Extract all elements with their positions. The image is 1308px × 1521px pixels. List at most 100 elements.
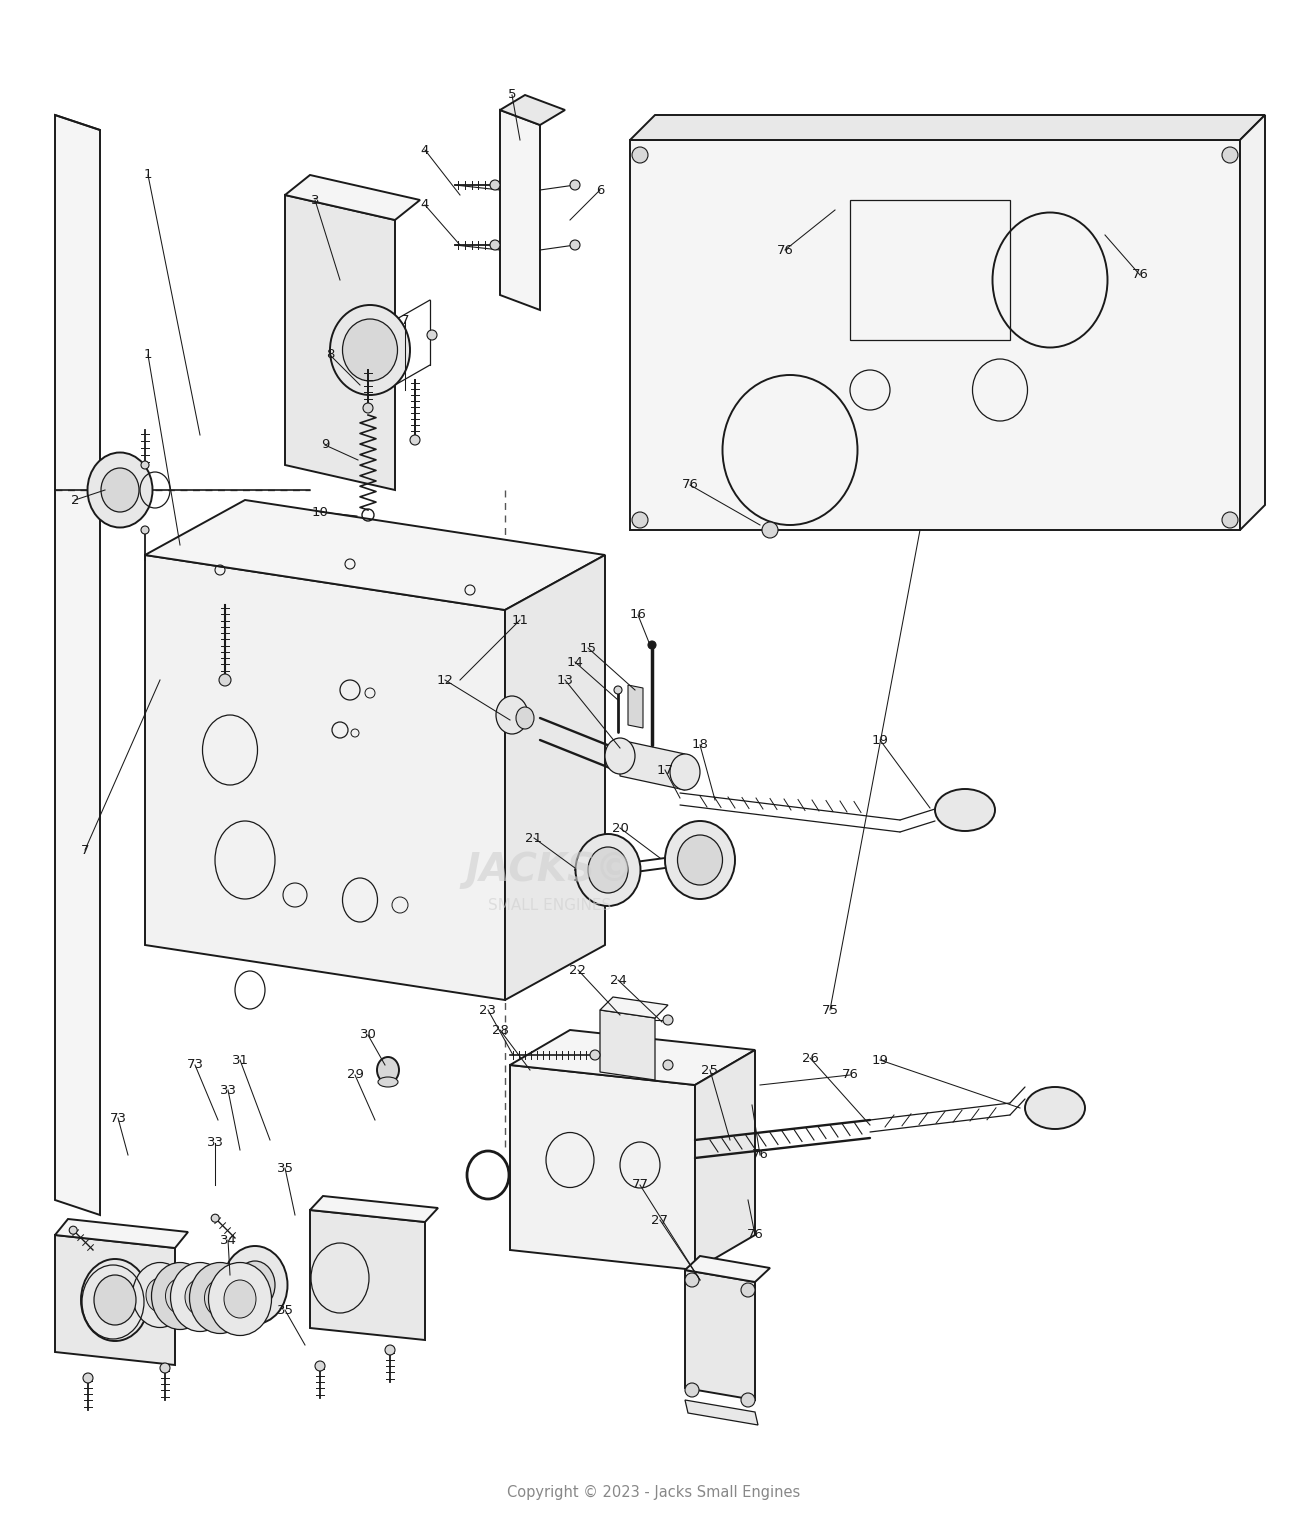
Text: 73: 73 [110,1112,127,1124]
Polygon shape [1240,116,1265,529]
Circle shape [590,1049,600,1060]
Ellipse shape [670,754,700,789]
Circle shape [632,148,647,163]
Ellipse shape [606,738,634,774]
Polygon shape [500,110,540,310]
Polygon shape [500,94,565,125]
Circle shape [685,1273,698,1287]
Text: 21: 21 [526,832,543,844]
Text: 13: 13 [556,674,573,686]
Text: 73: 73 [187,1059,204,1071]
Text: 20: 20 [612,821,628,835]
Text: 26: 26 [802,1051,819,1065]
Circle shape [426,330,437,341]
Circle shape [647,640,657,649]
Ellipse shape [152,1262,208,1329]
Text: 30: 30 [360,1028,377,1042]
Polygon shape [505,555,606,999]
Text: SMALL ENGINES: SMALL ENGINES [488,897,612,913]
Circle shape [82,1373,93,1383]
Text: 5: 5 [508,88,517,102]
Ellipse shape [166,1279,195,1314]
Circle shape [141,526,149,534]
Ellipse shape [222,1246,288,1323]
Polygon shape [145,555,505,999]
Polygon shape [285,195,395,490]
Circle shape [490,240,500,249]
Polygon shape [510,1065,695,1270]
Circle shape [218,674,232,686]
Circle shape [570,179,579,190]
Text: 19: 19 [871,733,888,747]
Text: 4: 4 [421,143,429,157]
Circle shape [1222,513,1237,528]
Ellipse shape [184,1279,215,1316]
Text: 76: 76 [777,243,794,257]
Text: 76: 76 [747,1229,764,1241]
Ellipse shape [1025,1088,1086,1129]
Text: 2: 2 [71,493,80,506]
Polygon shape [285,175,420,221]
Ellipse shape [496,697,528,735]
Polygon shape [620,741,685,789]
Circle shape [613,686,623,694]
Text: 11: 11 [511,613,528,627]
Text: 35: 35 [276,1162,293,1174]
Ellipse shape [224,1281,256,1319]
Ellipse shape [88,453,153,528]
Text: 23: 23 [480,1004,497,1016]
Text: 9: 9 [320,438,330,452]
Polygon shape [310,1196,438,1221]
Polygon shape [600,1010,655,1080]
Polygon shape [55,116,99,1215]
Text: 19: 19 [871,1054,888,1066]
Text: 76: 76 [841,1068,858,1081]
Circle shape [685,1383,698,1396]
Text: 33: 33 [207,1136,224,1150]
Circle shape [1222,148,1237,163]
Polygon shape [695,1049,755,1270]
Text: 27: 27 [651,1214,668,1226]
Circle shape [632,513,647,528]
Text: 31: 31 [232,1054,249,1066]
Ellipse shape [589,847,628,893]
Ellipse shape [170,1262,229,1331]
Circle shape [490,179,500,190]
Circle shape [570,240,579,249]
Ellipse shape [678,835,722,885]
Text: 12: 12 [437,674,454,686]
Circle shape [315,1361,324,1370]
Ellipse shape [81,1259,149,1342]
Text: 1: 1 [144,348,152,362]
Polygon shape [510,1030,755,1084]
Polygon shape [685,1399,759,1425]
Ellipse shape [208,1262,272,1335]
Circle shape [409,435,420,446]
Ellipse shape [664,821,735,899]
Polygon shape [55,1235,175,1364]
Circle shape [385,1345,395,1355]
Polygon shape [55,1218,188,1249]
Text: 7: 7 [81,844,89,856]
Polygon shape [630,116,1265,140]
Text: 1: 1 [144,169,152,181]
Ellipse shape [330,306,409,395]
Polygon shape [685,1256,770,1282]
Text: 18: 18 [692,739,709,751]
Ellipse shape [146,1278,174,1313]
Text: 4: 4 [421,199,429,211]
Text: 15: 15 [579,642,596,654]
Ellipse shape [94,1275,136,1325]
Ellipse shape [935,789,995,830]
Text: 10: 10 [311,505,328,519]
Ellipse shape [576,834,641,907]
Text: 34: 34 [220,1234,237,1247]
Polygon shape [628,684,644,729]
Text: 28: 28 [492,1024,509,1036]
Polygon shape [310,1211,425,1340]
Circle shape [663,1015,674,1025]
Text: 7: 7 [400,313,409,327]
Ellipse shape [101,468,139,513]
Circle shape [663,1060,674,1069]
Text: 33: 33 [220,1083,237,1097]
